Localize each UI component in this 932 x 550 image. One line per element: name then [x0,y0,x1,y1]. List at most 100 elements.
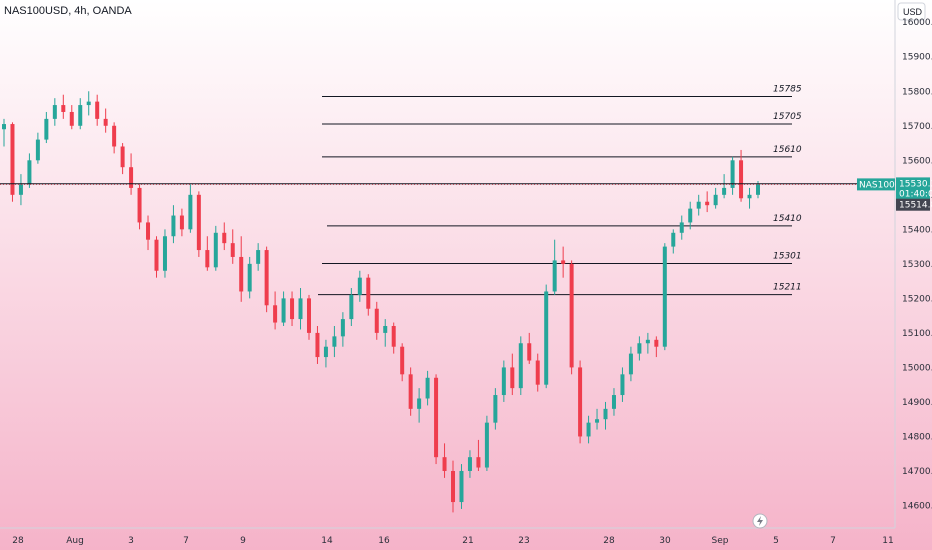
candle [628,346,633,382]
candle-body [383,325,388,333]
level-label: 15785 [773,84,802,94]
time-tick-label: Sep [712,536,729,546]
candle-body [230,243,235,257]
candle-body [645,339,650,344]
candle [654,336,659,358]
candle-body [196,194,201,251]
candle-body [442,457,447,471]
candle [129,153,134,195]
candle [374,301,379,340]
candle [501,360,506,402]
candle [35,132,40,164]
candle [383,319,388,347]
price-tick-label: 14800.0 [902,432,932,442]
candle-body [179,215,184,230]
candle [205,236,210,271]
candle-body [603,408,608,420]
candle-body [467,457,472,471]
candle [408,367,413,416]
candle-body [552,260,557,292]
candle [137,184,142,230]
time-tick-label: 3 [128,536,134,546]
time-axis[interactable]: 28 Aug 3 7 9 14 16 21 23 28 30 Sep 5 7 11 [12,536,893,546]
price-tick-label: 15000.0 [902,363,932,373]
candle-body [476,457,481,468]
candle-body [459,470,464,503]
candle-body [544,291,549,385]
candle-body [518,343,523,389]
candle [222,222,227,251]
candle [179,208,184,237]
time-tick-label: 16 [378,536,390,546]
candle-body [679,222,684,233]
candle [535,353,540,392]
candle-body [18,184,23,195]
last-price-label: 15530.2 [899,179,932,189]
candle-body [417,398,422,409]
candle [747,187,752,209]
candle-body [290,298,295,320]
candle [357,270,362,302]
candle-body [756,184,760,195]
candle-body [671,232,676,247]
candle-body [501,367,506,396]
candle [120,143,125,175]
candle [52,98,57,126]
candle-body [586,422,591,437]
candle [273,291,278,330]
price-axis[interactable]: 16000.015900.015800.015700.015600.015500… [902,18,932,511]
candle-body [510,367,515,389]
candle-body [129,167,134,188]
candle [578,360,583,444]
time-tick-label: 30 [659,536,671,546]
candle-body [374,308,379,333]
candle [247,256,252,299]
candle [290,291,295,326]
candle-body [484,422,489,468]
candle-body [112,125,117,147]
candle-body [188,194,193,230]
time-tick-label: 7 [183,536,189,546]
horizontal-levels: 15785 15705 15610 15410 15301 15211 [318,84,802,296]
candle-body [628,353,633,375]
candle [603,401,608,430]
time-tick-label: 7 [830,536,836,546]
candle-body [451,470,456,503]
currency-button[interactable]: USD [897,2,926,21]
candle-body [688,208,693,223]
candle [391,322,396,354]
candle [739,149,744,202]
price-tick-label: 15300.0 [902,260,932,270]
candle [434,374,439,465]
candle [281,291,286,326]
candle [679,215,684,240]
candle [493,388,498,430]
level-label: 15410 [773,214,802,224]
candle [340,312,345,347]
candle [2,118,6,147]
symbol-tag [857,178,895,191]
candle-body [434,377,439,458]
price-tick-label: 15800.0 [902,87,932,97]
candle-body [281,298,286,323]
candle-body [69,111,74,126]
candle-body [264,250,269,306]
candle [544,284,549,389]
lightning-icon[interactable] [752,513,768,529]
candle-body [10,124,15,195]
candle-body [273,305,278,323]
candle-body [366,277,371,309]
time-tick-label: 11 [882,536,893,546]
candle-body [52,105,57,119]
candle-body [27,160,32,185]
candle [27,153,32,188]
candle [705,191,710,213]
candle [730,156,735,195]
candle-body [120,146,125,168]
countdown-label: 01:40:03 [899,189,932,199]
candle [586,415,591,444]
candle-body [332,336,337,347]
candle-body [95,101,100,119]
